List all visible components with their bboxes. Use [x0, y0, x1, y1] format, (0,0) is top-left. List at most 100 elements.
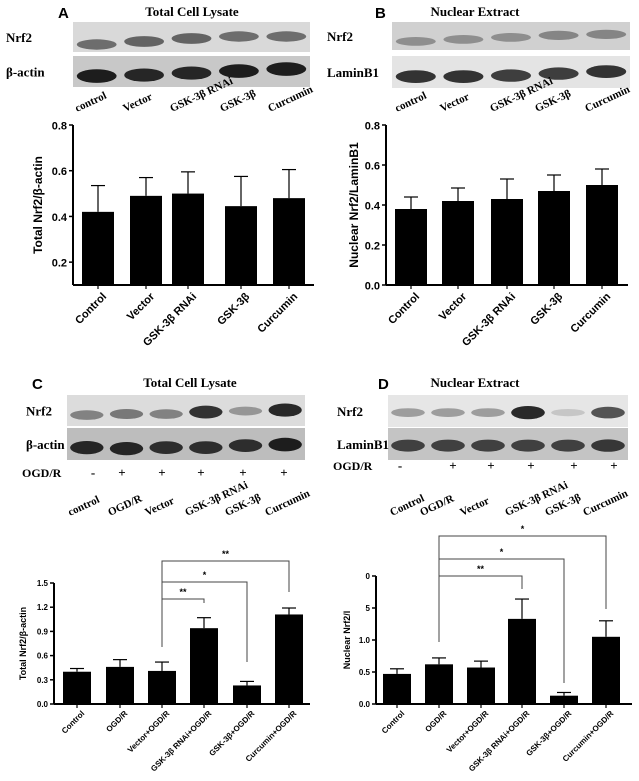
bar: [467, 667, 495, 704]
y-tick-label: 0.0: [37, 700, 49, 709]
bar: [425, 664, 453, 704]
blot-band: [171, 33, 212, 44]
significance-bracket: [438, 558, 565, 683]
bar-chart-c: [50, 560, 310, 708]
blot-band: [471, 408, 505, 417]
bar: [442, 201, 474, 285]
x-tick-label: Vector: [125, 290, 158, 323]
blot-band: [395, 70, 436, 83]
y-tick-label: 0.4: [52, 212, 68, 224]
blot-band: [538, 67, 579, 80]
blot-band: [149, 441, 183, 454]
blot-row-label: β-actin: [6, 65, 45, 80]
blot-band: [124, 68, 165, 82]
panel-letter: D: [378, 376, 389, 393]
blot-band: [266, 31, 307, 42]
blot-row-label: Nrf2: [26, 404, 52, 419]
significance-label: **: [179, 587, 187, 597]
blot-panel-a: [73, 22, 310, 87]
treatment-mark: +: [118, 465, 125, 480]
blot-band: [218, 31, 259, 42]
blot-band: [551, 409, 585, 417]
blot-band: [491, 33, 531, 42]
bar: [233, 685, 261, 704]
x-tick-label: Control: [386, 291, 422, 327]
lane-label: GSK-3β: [218, 88, 258, 115]
y-tick-label: 0.8: [365, 121, 380, 133]
bar: [273, 198, 305, 285]
blot-band: [443, 35, 484, 44]
x-tick-label: Vector: [437, 290, 470, 323]
blot-band: [189, 441, 223, 454]
significance-label: *: [203, 570, 207, 580]
bar: [190, 628, 218, 704]
y-tick-label: 5: [366, 604, 371, 613]
x-tick-label: GSK-3β: [528, 291, 565, 328]
lane-label: OGD/R: [106, 492, 145, 519]
treatment-mark: +: [610, 458, 617, 473]
x-tick-label: Vector+OGD/R: [126, 709, 172, 755]
bar: [491, 199, 523, 285]
blot-band: [268, 437, 302, 452]
x-tick-label: Control: [60, 709, 86, 735]
blot-band: [591, 439, 625, 452]
blot-panel-c: [67, 395, 305, 460]
panel-title: Total Cell Lysate: [143, 375, 237, 390]
blot-panel-b: [392, 22, 630, 88]
y-tick-label: 0.6: [37, 652, 49, 661]
significance-bracket: [438, 575, 523, 642]
y-tick-label: 0.5: [359, 668, 371, 677]
blot-band: [268, 403, 302, 417]
bar-chart-b: [382, 124, 628, 289]
blot-band: [511, 406, 545, 420]
x-tick-label: Control: [73, 291, 109, 327]
panel-title: Total Cell Lysate: [145, 4, 239, 19]
treatment-row-label: OGD/R: [22, 466, 62, 480]
blot-band: [471, 439, 505, 452]
bar: [63, 671, 91, 704]
y-tick-label: 0.9: [37, 627, 49, 636]
treatment-mark: -: [91, 465, 95, 480]
blot-band: [391, 408, 425, 417]
panel-title: Nuclear Extract: [431, 4, 521, 19]
treatment-mark: +: [570, 458, 577, 473]
blot-band: [511, 439, 545, 452]
blot-band: [218, 64, 259, 78]
bar: [130, 195, 162, 285]
blot-band: [228, 406, 263, 416]
y-tick-label: 0.4: [365, 201, 381, 213]
bar: [172, 193, 204, 285]
treatment-mark: +: [487, 458, 494, 473]
blot-band: [109, 442, 144, 456]
blot-row-label: β-actin: [26, 437, 65, 452]
blot-band: [70, 441, 104, 455]
blot-band: [431, 439, 465, 452]
x-tick-label: OGD/R: [104, 709, 129, 734]
blot-row-label: Nrf2: [6, 30, 32, 45]
treatment-mark: +: [449, 458, 456, 473]
x-tick-label: OGD/R: [423, 709, 448, 734]
y-tick-label: 0.6: [365, 161, 380, 173]
x-tick-label: Control: [380, 709, 406, 735]
treatment-mark: +: [158, 465, 165, 480]
blot-band: [76, 39, 117, 50]
blot-strip: [392, 22, 630, 50]
bar: [82, 211, 114, 285]
blot-band: [149, 409, 183, 419]
lane-label: Curcumin: [581, 488, 630, 519]
blot-row-label: Nrf2: [327, 29, 353, 44]
x-tick-label: Vector+OGD/R: [445, 709, 491, 755]
panel-letter: B: [375, 5, 386, 22]
blot-row-label: LaminB1: [327, 65, 379, 80]
blot-band: [266, 62, 307, 76]
lane-label: control: [73, 90, 108, 115]
blot-band: [391, 439, 425, 452]
blot-band: [491, 69, 531, 82]
x-tick-label: GSK-3β: [215, 291, 252, 328]
blot-band: [443, 70, 484, 83]
significance-bracket: [161, 598, 205, 647]
y-tick-label: 0: [366, 572, 371, 581]
lane-label: Curcumin: [263, 488, 312, 519]
y-tick-label: 1.5: [37, 579, 49, 588]
